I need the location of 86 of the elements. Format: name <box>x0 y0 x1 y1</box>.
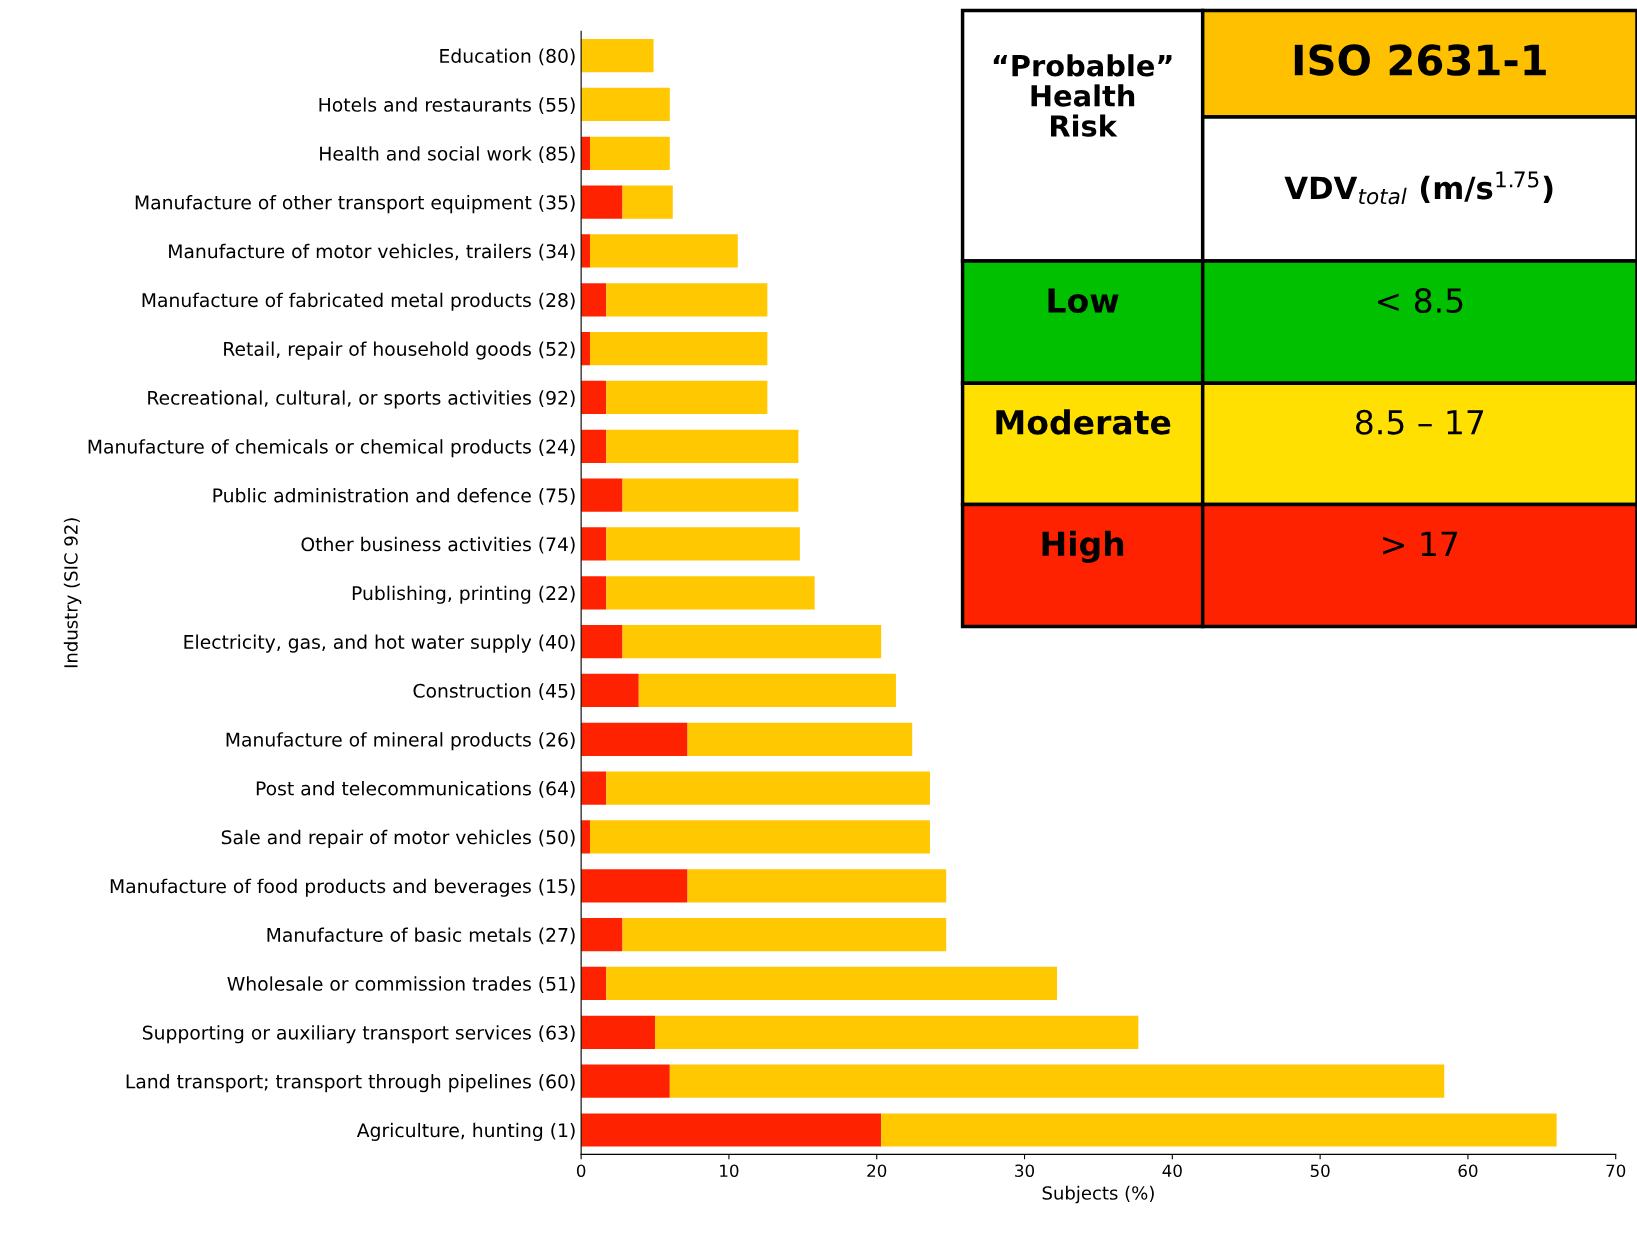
annotation: 8.5 – 17 <box>1356 409 1484 435</box>
y-tick-label: Manufacture of food products and beverages (15) <box>110 878 575 897</box>
y-tick-label: Manufacture of chemicals or chemical products (24) <box>88 439 575 458</box>
bar <box>590 820 930 854</box>
bar <box>687 869 947 903</box>
annotation: Low <box>1048 288 1119 314</box>
bar <box>606 576 815 610</box>
bar <box>590 136 670 170</box>
x-tick-label: 40 <box>1162 1164 1182 1178</box>
y-tick-label: Public administration and defence (75) <box>213 488 575 505</box>
y-tick-label: Sale and repair of motor vehicles (50) <box>221 829 575 848</box>
annotation: VDV$_{total}$ (m/s$^{1.75}$) <box>1284 171 1553 205</box>
bar <box>687 722 913 756</box>
y-tick-label: Publishing, printing (22) <box>352 585 575 604</box>
y-tick-label: Other business activities (74) <box>301 536 575 554</box>
bar <box>581 1113 882 1147</box>
bar <box>881 1113 1557 1147</box>
annotation: High <box>1042 530 1124 563</box>
bar <box>581 234 590 268</box>
x-tick-label: 10 <box>720 1164 739 1178</box>
bar <box>581 136 590 170</box>
bar <box>581 429 607 463</box>
bar <box>581 722 688 756</box>
y-tick-label: Construction (45) <box>413 683 575 701</box>
y-tick-label: Education (80) <box>440 48 575 66</box>
bar <box>581 869 688 903</box>
y-tick-label: Supporting or auxiliary transport services (63) <box>142 1025 575 1044</box>
x-axis-title: Subjects (%) <box>1042 1185 1154 1204</box>
x-tick-label: 60 <box>1458 1164 1478 1178</box>
bar <box>581 478 623 512</box>
x-tick-label: 70 <box>1606 1164 1626 1178</box>
y-axis-title: Industry (SIC 92) <box>63 518 82 668</box>
y-tick-label: Wholesale or commission trades (51) <box>227 976 575 994</box>
bar <box>581 185 623 219</box>
annotation: ISO 2631-1 <box>1294 44 1546 76</box>
bar <box>606 380 768 415</box>
bar <box>655 1015 1139 1049</box>
bar <box>581 527 607 561</box>
y-tick-label: Manufacture of other transport equipment (35) <box>135 195 575 214</box>
bar <box>581 283 607 317</box>
bar <box>581 918 623 952</box>
x-tick-label: 50 <box>1310 1164 1330 1178</box>
bar <box>581 771 607 805</box>
bar <box>581 332 590 366</box>
bar <box>581 1015 656 1049</box>
bar <box>581 39 654 73</box>
y-tick-label: Land transport; transport through pipelines (60) <box>126 1074 575 1093</box>
bar <box>581 1064 670 1098</box>
annotation: > 17 <box>1383 531 1458 556</box>
x-tick-label: 20 <box>867 1164 887 1178</box>
bar <box>622 478 799 512</box>
bar <box>581 966 607 1001</box>
annotation: < 8.5 <box>1377 288 1463 314</box>
bar <box>590 332 768 366</box>
bar <box>581 673 639 708</box>
annotation: Moderate <box>996 409 1171 435</box>
bar <box>606 771 930 805</box>
x-tick-label: 0 <box>576 1164 586 1178</box>
y-tick-label: Post and telecommunications (64) <box>256 781 575 798</box>
bar <box>606 283 768 317</box>
bar <box>606 527 800 561</box>
bar <box>638 673 896 708</box>
bar <box>581 380 607 415</box>
bar <box>581 576 607 610</box>
bar <box>622 625 882 659</box>
y-tick-label: Hotels and restaurants (55) <box>319 97 575 115</box>
bar <box>622 185 673 219</box>
y-tick-label: Health and social work (85) <box>320 146 575 163</box>
y-tick-label: Retail, repair of household goods (52) <box>224 341 575 360</box>
bar <box>622 918 947 952</box>
bar <box>669 1064 1445 1098</box>
bar <box>606 966 1058 1001</box>
y-tick-label: Recreational, cultural, or sports activities (92) <box>148 390 575 409</box>
y-tick-label: Electricity, gas, and hot water supply (40) <box>184 634 575 653</box>
y-tick-label: Manufacture of mineral products (26) <box>226 732 575 751</box>
bar <box>581 87 670 122</box>
annotation: “Probable” Health Risk <box>993 54 1172 137</box>
bar <box>606 429 799 463</box>
bar <box>581 820 590 854</box>
x-tick-label: 30 <box>1015 1164 1035 1178</box>
y-tick-label: Manufacture of motor vehicles, trailers (34) <box>169 243 575 261</box>
y-tick-label: Manufacture of fabricated metal products (28) <box>142 292 575 311</box>
bar <box>590 234 738 268</box>
bar <box>581 625 623 659</box>
y-tick-label: Manufacture of basic metals (27) <box>267 927 575 945</box>
y-tick-label: Agriculture, hunting (1) <box>356 1122 575 1142</box>
